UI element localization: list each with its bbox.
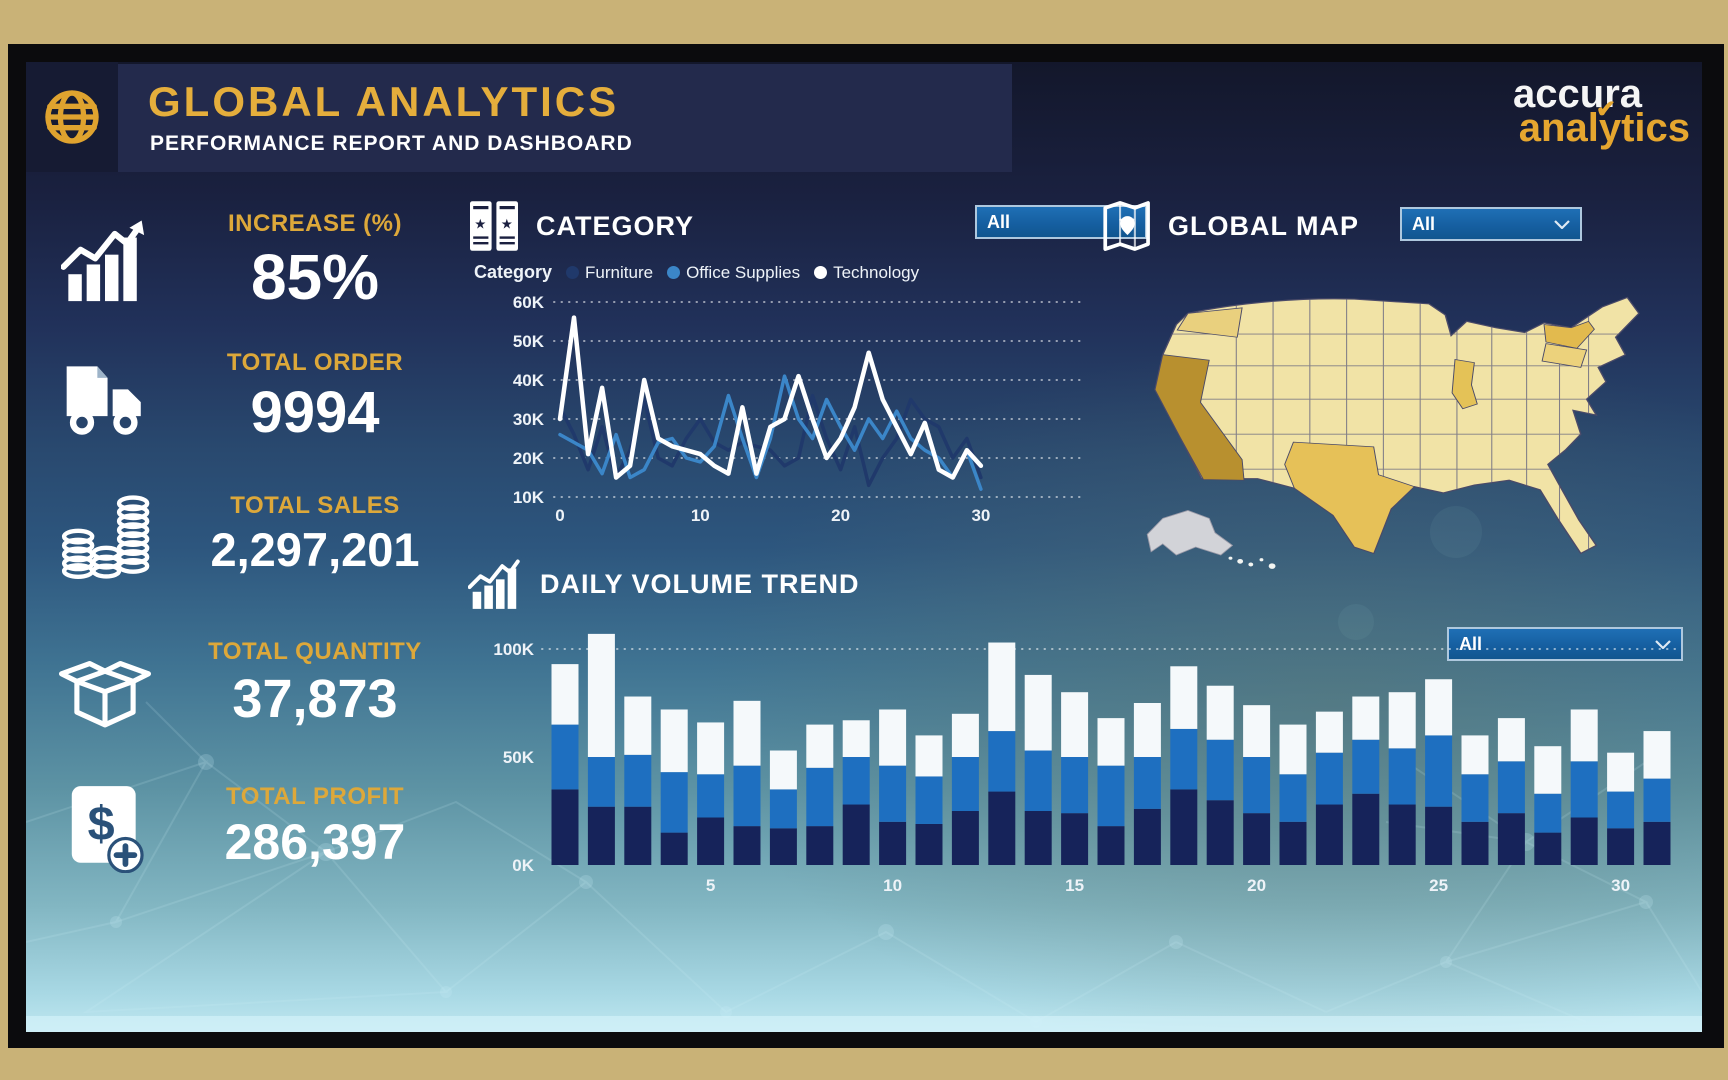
kpi-total-sales: TOTAL SALES 2,297,201 [50,474,470,594]
svg-text:60K: 60K [513,293,545,312]
bottom-light-strip [26,1016,1702,1032]
kpi-value: 286,397 [224,814,406,870]
svg-text:15: 15 [1065,876,1084,895]
legend-title: Category [474,262,553,282]
svg-text:0K: 0K [512,856,534,875]
state-washington [1176,307,1243,338]
svg-text:30: 30 [1611,876,1630,895]
dashboard-canvas: GLOBAL ANALYTICS PERFORMANCE REPORT AND … [26,62,1702,1032]
brand-word-accura: accura [1513,72,1642,116]
svg-text:25: 25 [1429,876,1448,895]
dropdown-value: All [1412,213,1436,234]
svg-text:10: 10 [883,876,902,895]
map-filter-dropdown[interactable]: All [1400,207,1582,241]
kpi-label: TOTAL QUANTITY [208,638,422,665]
svg-text:30K: 30K [513,410,545,429]
monitor-bezel: GLOBAL ANALYTICS PERFORMANCE REPORT AND … [8,44,1724,1048]
chevron-down-icon [1655,639,1671,649]
svg-text:100K: 100K [493,640,534,659]
svg-text:20K: 20K [513,449,545,468]
svg-text:10: 10 [691,506,710,525]
delivery-truck-icon [50,351,160,443]
dollar-document-icon: $ [50,781,160,873]
state-pennsylvania [1541,343,1588,368]
legend-item-technology: Technology [814,263,919,283]
brand-word-analytics: analytics [1518,106,1690,150]
category-line-chart[interactable]: 10K 20K 30K 40K 50K 60K 0 10 20 30 [500,283,1090,528]
logo-box [26,62,118,172]
legend-item-furniture: Furniture [566,263,653,283]
kpi-value: 9994 [250,379,380,445]
kpi-value: 37,873 [232,669,398,729]
svg-text:10K: 10K [513,488,545,507]
globe-icon [45,90,99,144]
state-texas [1284,441,1416,554]
svg-text:0: 0 [555,506,564,525]
state-hawaii [1228,556,1276,569]
svg-text:20: 20 [831,506,850,525]
kpi-label: TOTAL ORDER [226,348,404,376]
svg-text:★: ★ [474,216,486,231]
category-section-header: ★ ★ CATEGORY [468,198,694,254]
us-choropleth-map[interactable] [1095,280,1695,582]
kpi-label: INCREASE (%) [227,210,402,237]
svg-text:5: 5 [706,876,715,895]
kpi-value: 2,297,201 [210,522,420,576]
kpi-increase: INCREASE (%) 85% [50,202,470,322]
category-filter-dropdown[interactable]: All [975,205,1147,239]
svg-text:$: $ [88,797,115,851]
state-illinois [1451,358,1478,410]
map-section-header: GLOBAL MAP [1098,198,1359,254]
bar-chart-trend-icon [468,559,520,609]
svg-text:50K: 50K [513,332,545,351]
furniture-dot [566,266,580,279]
header-bar [118,64,1012,172]
svg-text:★: ★ [501,216,513,231]
open-box-icon [50,638,160,730]
section-title: GLOBAL MAP [1168,210,1359,241]
state-alaska [1146,510,1234,556]
checkmark-icon: ✔ [1595,96,1616,123]
kpi-total-quantity: TOTAL QUANTITY 37,873 [50,624,470,744]
ledger-books-icon: ★ ★ [470,201,518,251]
office-supplies-dot [667,266,681,279]
section-title: DAILY VOLUME TREND [540,568,860,599]
coin-stacks-icon [50,488,160,580]
technology-dot [814,266,828,279]
state-california [1154,354,1245,481]
page-title: GLOBAL ANALYTICS [148,78,620,125]
kpi-value: 85% [250,241,380,313]
volume-section-header: DAILY VOLUME TREND [468,556,860,612]
kpi-total-order: TOTAL ORDER 9994 [50,337,470,457]
volume-filter-dropdown[interactable]: All [1447,627,1683,661]
section-title: CATEGORY [536,210,695,241]
page-subtitle: PERFORMANCE REPORT AND DASHBOARD [150,132,633,155]
svg-text:40K: 40K [513,371,545,390]
kpi-label: TOTAL PROFIT [226,783,404,810]
svg-text:50K: 50K [503,748,535,767]
svg-text:20: 20 [1247,876,1266,895]
svg-text:30: 30 [971,506,990,525]
brand-logo: accura analytics ✔ [1380,74,1690,148]
kpi-label: TOTAL SALES [230,491,400,519]
kpi-total-profit: $ TOTAL PROFIT 286,397 [50,767,470,887]
chevron-down-icon [1554,219,1570,229]
state-borders [1155,297,1639,554]
chart-legend: Category Furniture Office Supplies Techn… [474,262,919,283]
dropdown-value: All [987,211,1011,232]
map-icon [1103,201,1150,251]
legend-item-office-supplies: Office Supplies [667,263,800,283]
bar-chart-trend-icon [50,218,160,306]
state-new-york [1543,320,1595,349]
daily-volume-bar-chart[interactable]: 0K 50K 100K 5 10 15 20 25 30 [478,612,1698,912]
